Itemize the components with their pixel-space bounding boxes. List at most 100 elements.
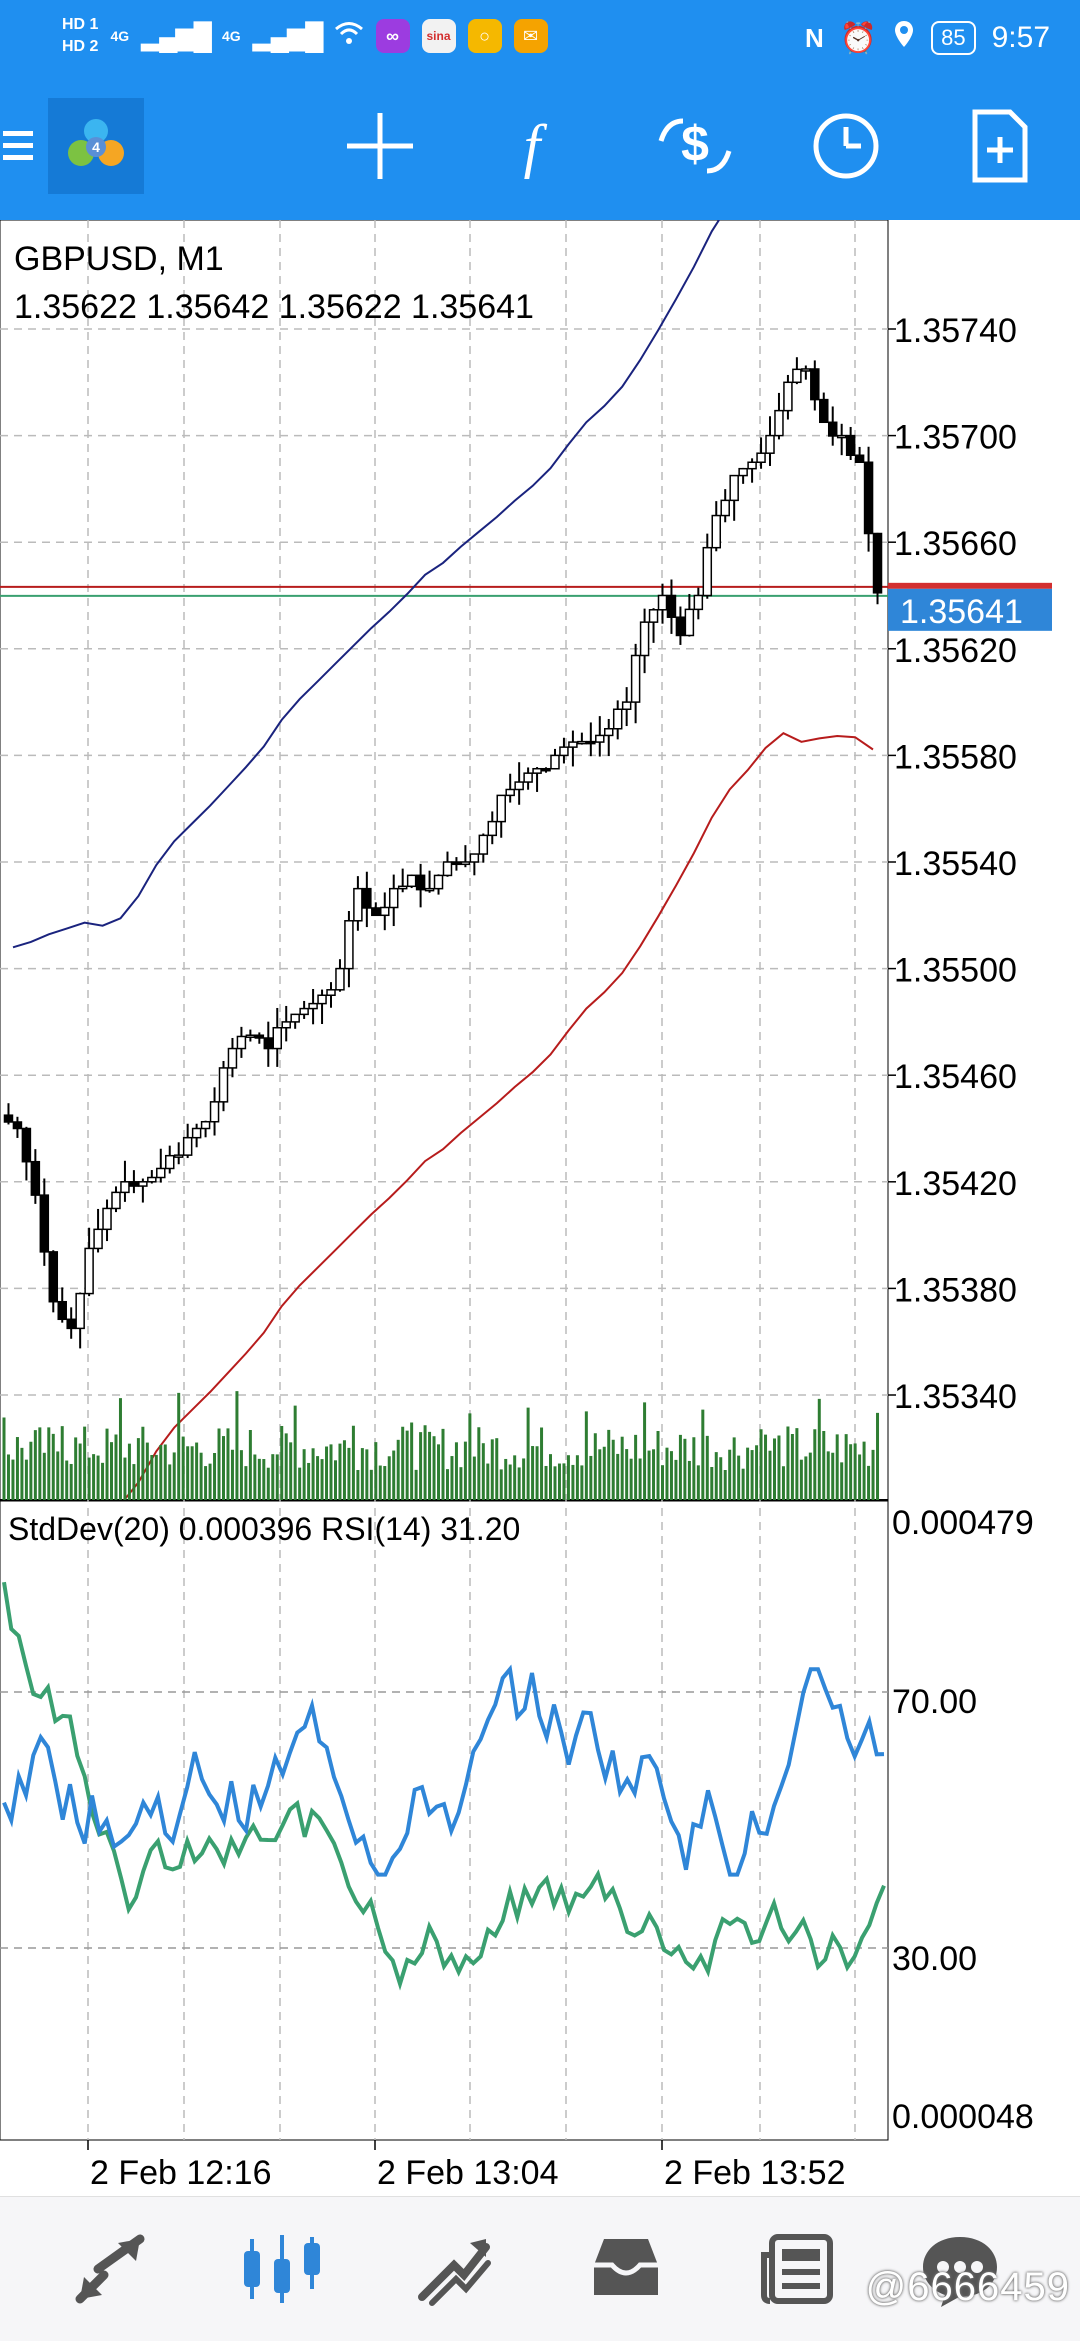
watermark-text: @6666459 [865,2265,1070,2309]
status-bar-right: N ⏰ 85 9:57 [805,10,1050,66]
bollinger-bands [12,220,874,1500]
candle-body [586,740,596,745]
price-chart[interactable]: 1.35740 1.35700 1.35660 1.35620 1.35580 1.355… [0,220,1080,2196]
candle-body [729,474,739,502]
candle-body [147,1176,157,1183]
candle-body [335,967,345,991]
quotes-icon[interactable] [40,2197,180,2341]
candle-body [854,454,865,463]
bottom-navigation [0,2196,1080,2341]
candle-body [612,708,623,730]
candle-body [747,461,757,470]
candle-body [120,1181,130,1194]
candle-body [3,1114,14,1123]
currency-exchange-icon[interactable]: $ [640,72,750,220]
candle-body [460,861,471,866]
candle-body [675,616,686,637]
candle-body [720,499,730,517]
clock-icon[interactable] [796,72,896,220]
history-icon[interactable] [556,2197,696,2341]
price-tick-label: 1.35340 [894,1378,1017,1416]
candle-body [75,1292,85,1330]
rsi-line [2,1664,885,1877]
candle-body [173,1154,184,1158]
candle-body [819,398,829,424]
candle-body [756,452,766,463]
indicator-tick-label: 0.000479 [892,1504,1034,1542]
candle-body [129,1181,139,1187]
candle-body [39,1194,50,1253]
indicator-lines [2,1581,886,1991]
candle-body [245,1034,256,1038]
candle-body [648,609,659,623]
metatrader-logo-icon: 4 [48,98,144,194]
candle-body [738,467,748,477]
hd1-label: HD 1 [62,16,99,33]
lower-band-line [122,732,874,1500]
price-tick-label: 1.35700 [894,419,1017,457]
candle-body [138,1181,148,1187]
candle-body [415,874,426,891]
time-tick-label: 2 Feb 13:04 [377,2154,558,2192]
candle-body [272,1026,283,1050]
indicator-tick-label: 0.000048 [892,2098,1034,2136]
candle-body [48,1251,59,1303]
messages-icon[interactable] [890,2197,1030,2341]
candle-body [603,728,614,737]
network-label-2: 4G [221,28,241,44]
crosshair-icon[interactable] [330,72,430,220]
candle-body [66,1318,76,1330]
svg-text:4: 4 [92,139,100,155]
volume-bars [2,1391,880,1500]
svg-text:f: f [524,113,548,179]
candle-body [371,907,381,917]
time-tick-label: 2 Feb 12:16 [90,2154,271,2192]
mail-icon: ✉ [513,19,548,53]
candle-body [657,594,668,611]
yellow-app-icon: ○ [467,19,502,53]
candle-body [397,885,408,890]
candle-body [478,834,489,855]
news-icon[interactable] [728,2197,868,2341]
battery-indicator: 85 [931,21,976,55]
candle-body [362,887,372,909]
menu-icon[interactable] [0,72,36,220]
clock-time: 9:57 [991,21,1050,54]
candle-body [845,434,856,456]
candle-body [514,781,524,791]
price-axis: 1.35740 1.35700 1.35660 1.35620 1.35580 1.355… [87,312,1052,2192]
candle-body [380,906,390,917]
price-tick-label: 1.35740 [894,312,1017,350]
hd-indicator: HD 1 HD 2 [62,14,98,58]
candle-body [559,746,569,757]
trade-icon[interactable] [384,2197,524,2341]
candle-body [433,874,444,890]
candle-body [388,887,399,909]
candle-body [30,1160,41,1196]
candle-body [424,887,435,892]
price-tick-label: 1.35540 [894,845,1017,883]
candle-body [523,772,533,783]
nfc-icon: N [804,22,824,53]
chart-grid [0,220,889,2141]
function-icon[interactable]: f [482,72,582,220]
indicator-tick-label: 30.00 [892,1940,977,1978]
app-logo[interactable]: 4 [48,72,144,220]
candle-body [532,767,542,774]
candle-body [93,1228,103,1250]
candle-body [836,434,847,439]
candle-body [469,853,480,863]
candle-body [227,1047,238,1069]
candle-body [630,654,641,703]
candle-body [254,1034,265,1039]
candle-body [541,767,551,772]
candle-body [774,409,784,437]
chart-icon[interactable] [212,2197,352,2341]
add-document-icon[interactable] [950,72,1050,220]
candle-body [353,887,363,922]
candle-body [702,546,713,597]
candle-body [308,1002,318,1010]
candle-body [21,1127,32,1163]
alarm-icon: ⏰ [839,21,878,55]
candle-body [12,1121,23,1130]
